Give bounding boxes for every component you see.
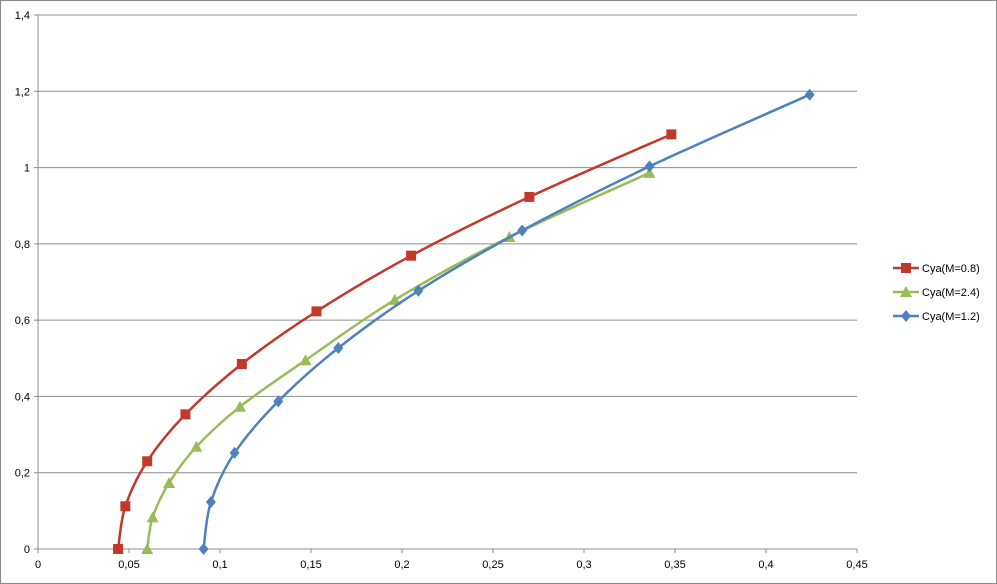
x-tick-label-8: 0,4 <box>758 559 773 571</box>
x-tick-label-0: 0 <box>35 559 41 571</box>
series-1-point-0 <box>141 543 154 554</box>
y-tick-label-2: 0,4 <box>15 391 30 403</box>
series-2-point-3 <box>273 395 284 408</box>
x-tick-label-6: 0,3 <box>576 559 591 571</box>
series-2-point-4 <box>333 341 344 354</box>
legend-marker-0 <box>901 263 911 273</box>
series-1-point-1 <box>146 511 159 523</box>
y-tick-label-0: 0 <box>24 544 30 556</box>
series-2-point-7 <box>644 160 655 173</box>
series-2-point-6 <box>517 224 528 237</box>
series-line-1 <box>145 171 651 550</box>
x-tick-label-3: 0,15 <box>300 559 321 571</box>
x-tick-label-2: 0,1 <box>212 559 227 571</box>
x-tick-label-1: 0,05 <box>118 559 139 571</box>
x-tick-label-9: 0,45 <box>846 559 867 571</box>
x-tick-label-5: 0,25 <box>482 559 503 571</box>
y-tick-label-1: 0,2 <box>15 468 30 480</box>
series-0-point-3 <box>180 409 191 420</box>
y-tick-label-3: 0,6 <box>15 315 30 327</box>
series-0-point-7 <box>524 191 535 202</box>
series-0-point-5 <box>311 306 322 317</box>
legend-marker-2 <box>901 310 911 322</box>
series-0-point-8 <box>666 129 677 140</box>
series-0-point-1 <box>120 501 131 512</box>
series-2-point-0 <box>198 543 209 555</box>
series-0-point-0 <box>113 544 124 554</box>
series-2-point-1 <box>205 496 216 509</box>
series-line-2 <box>202 93 811 550</box>
series-1-point-2 <box>163 477 176 489</box>
series-2-point-5 <box>413 284 424 297</box>
x-tick-label-4: 0,2 <box>394 559 409 571</box>
series-1-point-4 <box>234 400 247 412</box>
y-tick-label-7: 1,4 <box>15 10 30 22</box>
legend-label-0: Cya(M=0.8) <box>922 263 980 275</box>
series-1-point-6 <box>388 293 401 305</box>
series-1-point-5 <box>299 354 312 366</box>
y-tick-label-6: 1,2 <box>15 86 30 98</box>
series-0-point-4 <box>236 359 247 370</box>
y-tick-label-5: 1 <box>24 163 30 175</box>
series-0-point-2 <box>142 456 153 467</box>
series-1-point-3 <box>190 440 203 452</box>
x-tick-label-7: 0,35 <box>664 559 685 571</box>
series-2-point-8 <box>804 88 815 101</box>
series-0-point-6 <box>406 250 417 261</box>
legend-marker-1 <box>900 286 912 297</box>
y-tick-label-4: 0,8 <box>15 239 30 251</box>
legend-label-1: Cya(M=2.4) <box>922 287 980 299</box>
series-2-point-2 <box>229 446 240 459</box>
legend-label-2: Cya(M=1.2) <box>922 311 980 323</box>
